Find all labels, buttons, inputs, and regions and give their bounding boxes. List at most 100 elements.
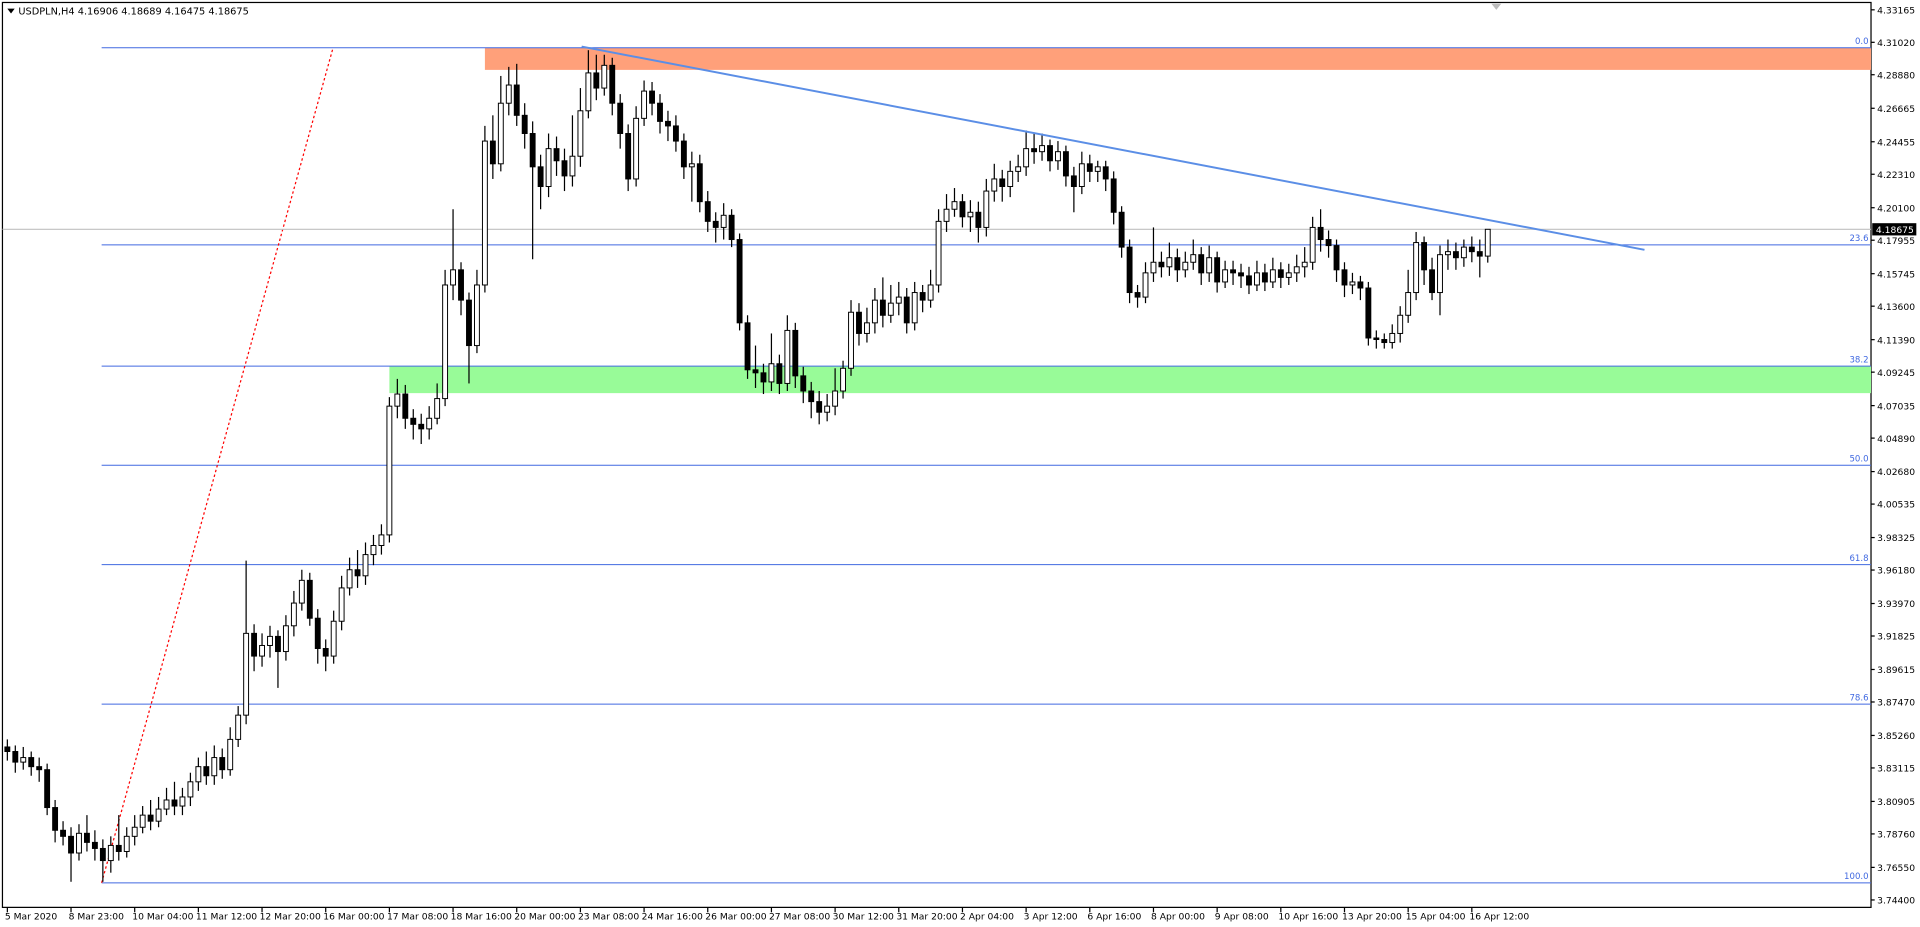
- candle-body: [1126, 246, 1133, 294]
- candle-body: [1269, 269, 1276, 283]
- candle-body: [1381, 339, 1388, 344]
- scroll-marker: [1491, 3, 1502, 10]
- candle-body: [481, 140, 488, 286]
- candle-body: [728, 214, 735, 241]
- candle-body: [1198, 254, 1205, 274]
- candle-body: [123, 835, 130, 852]
- y-tick-label: 3.89615: [1877, 665, 1915, 676]
- y-tick-label: 4.24455: [1877, 137, 1915, 148]
- candle-body: [1031, 148, 1038, 153]
- candle-body: [394, 393, 401, 407]
- candle-body: [1397, 314, 1404, 334]
- candle-body: [887, 302, 894, 316]
- candle-body: [227, 738, 234, 771]
- candle-body: [68, 835, 74, 854]
- y-tick-label: 3.78760: [1877, 830, 1915, 841]
- candle-body: [1254, 272, 1260, 286]
- x-tick-label: 8 Apr 00:00: [1151, 912, 1205, 923]
- candle-body: [354, 569, 361, 577]
- candle-body: [1070, 175, 1077, 188]
- y-tick-label: 4.15745: [1877, 269, 1915, 280]
- candle-body: [752, 369, 759, 374]
- x-tick-label: 12 Mar 20:00: [260, 912, 321, 923]
- candle-body: [680, 140, 687, 168]
- candle-body: [529, 133, 536, 168]
- y-tick-label: 4.22310: [1877, 170, 1915, 181]
- candle-body: [489, 140, 496, 165]
- x-tick-label: 17 Mar 08:00: [387, 912, 448, 923]
- candle-body: [147, 814, 154, 822]
- demand-zone: [389, 366, 1872, 394]
- candle-body: [1429, 269, 1435, 294]
- candle-body: [545, 148, 552, 188]
- fibo-anchor: [101, 47, 334, 884]
- candle-body: [999, 178, 1006, 188]
- candle-body: [617, 102, 624, 134]
- candle-body: [959, 201, 966, 218]
- candle-body: [115, 844, 122, 852]
- candle-body: [569, 155, 576, 177]
- candle-body: [362, 554, 369, 577]
- candle-body: [1062, 151, 1069, 177]
- candle-body: [967, 211, 974, 218]
- candle-body: [1110, 178, 1117, 213]
- candle-body: [943, 208, 950, 222]
- fibo-label: 78.6: [1849, 693, 1868, 703]
- candle-body: [36, 766, 43, 771]
- candle-body: [1333, 245, 1340, 271]
- x-tick-label: 26 Mar 00:00: [705, 912, 766, 923]
- candle-body: [1373, 337, 1380, 340]
- candle-body: [450, 269, 456, 286]
- candle-body: [497, 102, 504, 165]
- candle-body: [1174, 257, 1181, 271]
- candle-body: [505, 84, 512, 104]
- x-tick-label: 3 Apr 12:00: [1024, 912, 1078, 923]
- candle-body: [1261, 272, 1268, 283]
- candle-body: [864, 322, 870, 334]
- x-tick-label: 9 Apr 08:00: [1215, 912, 1269, 923]
- candle-body: [1190, 254, 1197, 263]
- candle-body: [609, 64, 616, 104]
- candle-body: [1086, 163, 1093, 172]
- y-tick-label: 4.13600: [1877, 302, 1915, 313]
- candle-body: [840, 367, 846, 392]
- candle-body: [919, 292, 926, 301]
- candle-body: [848, 311, 854, 369]
- candle-body: [1325, 239, 1332, 247]
- candle-body: [259, 644, 265, 657]
- candle-body: [28, 757, 35, 768]
- candle-body: [1158, 261, 1165, 268]
- candle-body: [601, 64, 608, 89]
- candle-body: [856, 311, 862, 334]
- candle-body: [1293, 266, 1300, 274]
- candle-body: [1309, 226, 1316, 263]
- y-tick-label: 4.26665: [1877, 104, 1915, 115]
- candle-body: [1405, 292, 1412, 316]
- candle-body: [44, 769, 51, 809]
- candle-body: [203, 766, 210, 777]
- y-tick-label: 4.33165: [1877, 5, 1915, 16]
- candle-body: [211, 757, 218, 777]
- candle-body: [378, 534, 385, 546]
- candle-body: [903, 296, 910, 324]
- supply-zone: [484, 47, 1872, 70]
- candle-body: [1230, 269, 1236, 274]
- candle-body: [1023, 148, 1030, 168]
- candle-body: [1452, 251, 1459, 259]
- candle-body: [1007, 170, 1014, 188]
- candle-body: [800, 375, 807, 392]
- x-tick-label: 10 Apr 16:00: [1278, 912, 1338, 923]
- candle-body: [1047, 145, 1053, 162]
- candle-body: [458, 269, 464, 301]
- candle-body: [267, 635, 273, 646]
- candle-body: [4, 746, 11, 753]
- candle-body: [235, 714, 242, 740]
- candle-body: [52, 807, 59, 831]
- x-tick-label: 16 Mar 00:00: [323, 912, 384, 923]
- candle-body: [1142, 272, 1149, 298]
- price-tag: [1872, 223, 1917, 236]
- y-tick-label: 4.11390: [1877, 335, 1915, 346]
- y-tick-label: 3.76550: [1877, 863, 1915, 874]
